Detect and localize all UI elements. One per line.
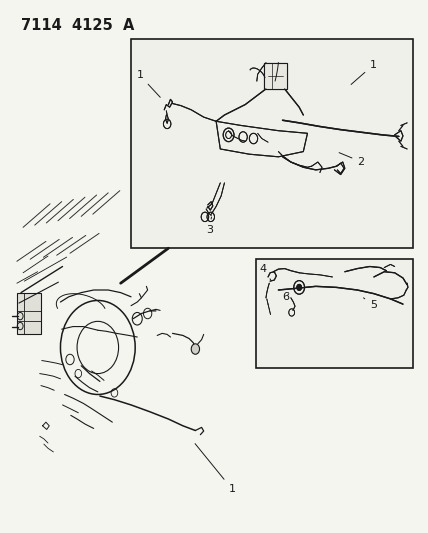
Bar — [264, 63, 287, 89]
Circle shape — [297, 284, 302, 290]
Text: 4: 4 — [260, 264, 270, 280]
Text: 1: 1 — [137, 70, 160, 98]
Text: 6: 6 — [282, 293, 290, 302]
Bar — [256, 259, 413, 368]
Text: 5: 5 — [363, 298, 377, 310]
Text: 1: 1 — [351, 60, 377, 84]
Circle shape — [191, 344, 199, 354]
Text: 1: 1 — [195, 443, 235, 494]
Bar — [264, 63, 287, 89]
Text: 3: 3 — [206, 217, 213, 235]
Bar — [17, 293, 41, 334]
Circle shape — [297, 284, 302, 290]
Text: 2: 2 — [339, 152, 364, 167]
Text: 7114  4125  A: 7114 4125 A — [21, 19, 134, 34]
Bar — [131, 39, 413, 248]
